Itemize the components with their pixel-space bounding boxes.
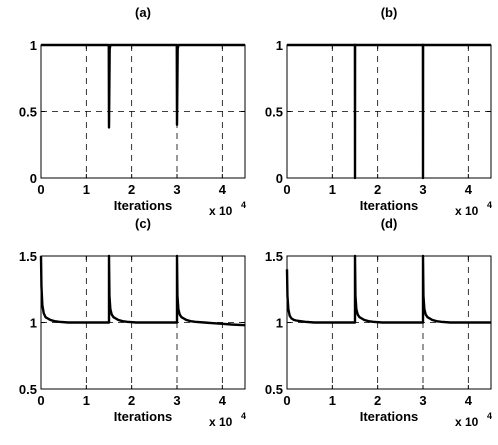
- panel-c-title: (c): [135, 216, 151, 231]
- panel-a-y-tick-label-0: 0: [30, 171, 37, 186]
- panel-c-x-tick-label-3: 3: [173, 393, 180, 408]
- panel-a-x-axis-label: Iterations: [114, 198, 173, 213]
- panel-c-series-line-0: [39, 254, 246, 327]
- panel-d-title: (d): [381, 216, 398, 231]
- panel-c-x-tick-label-1: 1: [83, 393, 90, 408]
- panel-b-x-tick-label-4: 4: [465, 182, 473, 197]
- panel-d-y-tick-label-1: 1: [276, 316, 283, 331]
- panel-b-title: (b): [381, 5, 398, 20]
- panel-b-x-multiplier: x 10: [455, 204, 479, 218]
- panel-c-x-tick-label-4: 4: [219, 393, 227, 408]
- panel-c-x-tick-label-0: 0: [37, 393, 44, 408]
- panel-c-y-tick-label-2: 1.5: [19, 249, 37, 264]
- panel-d-x-tick-label-4: 4: [465, 393, 473, 408]
- panel-a-title: (a): [135, 5, 151, 20]
- panel-d-x-tick-label-1: 1: [329, 393, 336, 408]
- panel-d-series-line-0: [285, 254, 491, 324]
- panel-a-y-tick-label-2: 1: [30, 38, 37, 53]
- panel-c-x-tick-label-2: 2: [128, 393, 135, 408]
- panel-b-x-multiplier-exponent: 4: [487, 200, 492, 210]
- panel-d-x-tick-label-3: 3: [419, 393, 426, 408]
- panel-a-series-line-0: [41, 43, 245, 129]
- panel-b-x-tick-label-1: 1: [329, 182, 336, 197]
- panel-a-x-multiplier: x 10: [209, 204, 233, 218]
- panel-c-x-multiplier-exponent: 4: [241, 411, 246, 421]
- panel-c-y-tick-label-0: 0.5: [19, 382, 37, 397]
- panel-a-x-tick-label-3: 3: [173, 182, 180, 197]
- panel-d-y-tick-label-0: 0.5: [265, 382, 283, 397]
- panel-b-y-tick-label-2: 1: [276, 38, 283, 53]
- panel-b-y-tick-label-0: 0: [276, 171, 283, 186]
- panel-c-x-axis-label: Iterations: [114, 409, 173, 424]
- panel-b-x-tick-label-3: 3: [419, 182, 426, 197]
- panel-a: 0 1 2 3 4 0 0.5 1 (a) Iterations x 10 4: [19, 5, 246, 218]
- panel-d-y-tick-label-2: 1.5: [265, 249, 283, 264]
- panel-a-x-tick-label-1: 1: [83, 182, 90, 197]
- panel-b-x-axis-label: Iterations: [360, 198, 419, 213]
- panel-b-x-tick-label-0: 0: [283, 182, 290, 197]
- panel-a-x-tick-label-0: 0: [37, 182, 44, 197]
- panel-b-x-tick-label-2: 2: [374, 182, 381, 197]
- panel-a-x-multiplier-exponent: 4: [241, 200, 246, 210]
- panel-c-x-multiplier: x 10: [209, 415, 233, 429]
- panel-d: 0 1 2 3 4 0.5 1 1.5 (d) Iterations x 10 4: [265, 216, 492, 429]
- panel-a-y-tick-label-1: 0.5: [19, 105, 37, 120]
- panel-c: 0 1 2 3 4 0.5 1 1.5 (c) Iterations x 10 4: [19, 216, 246, 429]
- panel-a-x-tick-label-2: 2: [128, 182, 135, 197]
- panel-a-x-tick-label-4: 4: [219, 182, 227, 197]
- panel-d-x-multiplier-exponent: 4: [487, 411, 492, 421]
- panel-d-x-tick-label-0: 0: [283, 393, 290, 408]
- panel-b: 0 1 2 3 4 0 0.5 1 (b) Iterations x 10 4: [265, 5, 492, 218]
- panel-c-y-tick-label-1: 1: [30, 316, 37, 331]
- panel-b-y-tick-label-1: 0.5: [265, 105, 283, 120]
- panel-d-x-tick-label-2: 2: [374, 393, 381, 408]
- panel-d-x-multiplier: x 10: [455, 415, 479, 429]
- panel-d-x-axis-label: Iterations: [360, 409, 419, 424]
